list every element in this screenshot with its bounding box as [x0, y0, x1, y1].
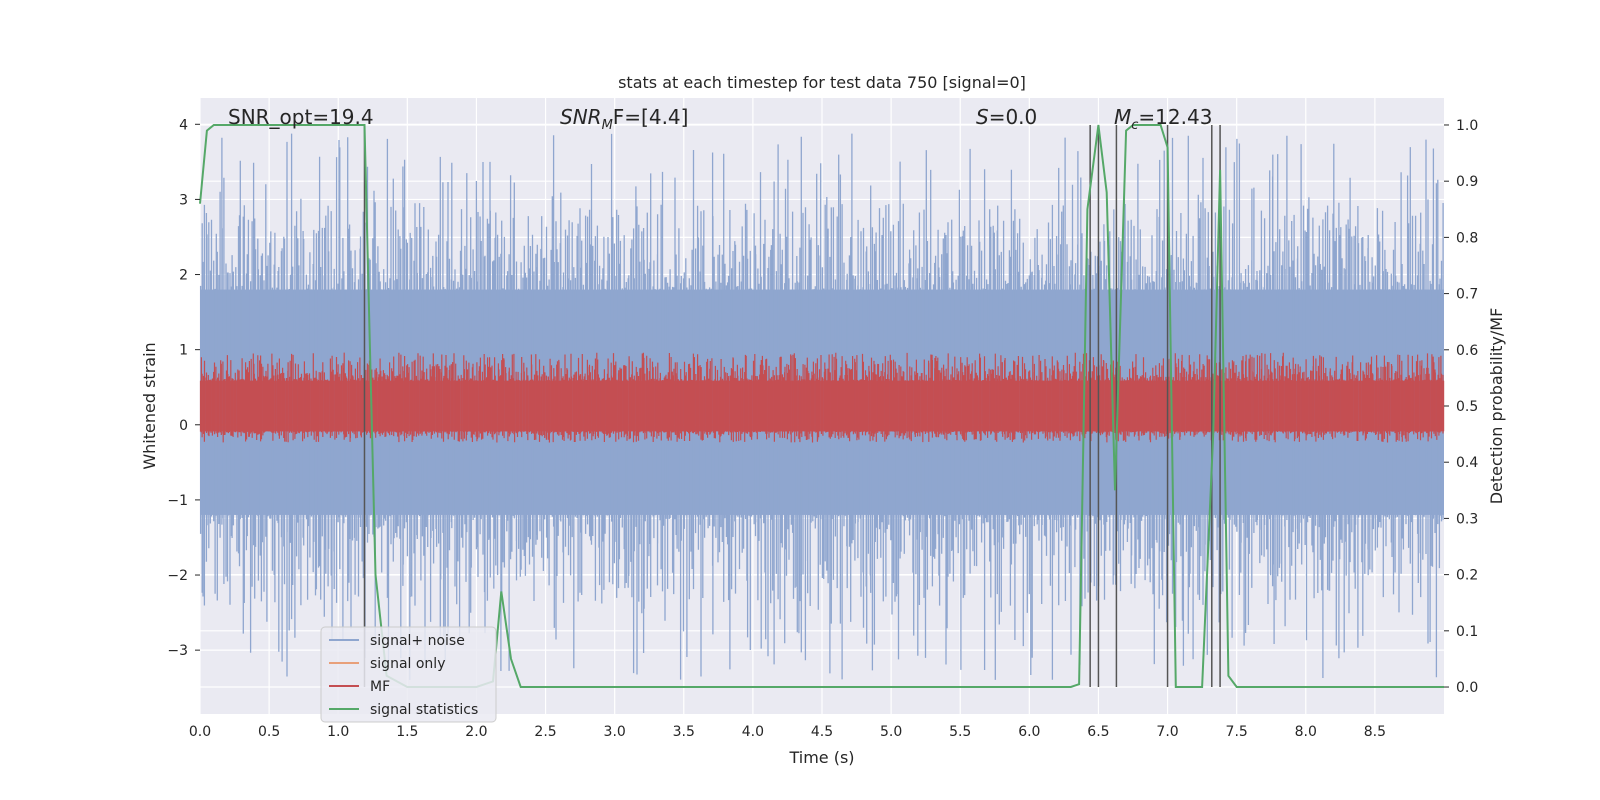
x-tick-7: 3.5 [673, 724, 695, 740]
annotation-mc-base: M [1114, 105, 1131, 129]
x-tick-8: 4.0 [742, 724, 764, 740]
y-left-tick-0: −3 [167, 643, 188, 659]
annotation-s-base: S [976, 105, 989, 129]
y-right-tick-6: 0.6 [1456, 343, 1478, 359]
y-left-tick-7: 4 [179, 117, 188, 133]
legend-label-signal-noise: signal+ noise [370, 633, 465, 649]
legend-label-signal-only: signal only [370, 656, 445, 672]
x-tick-12: 6.0 [1018, 724, 1040, 740]
y-right-tick-10: 1.0 [1456, 118, 1478, 134]
x-tick-14: 7.0 [1156, 724, 1178, 740]
x-tick-4: 2.0 [465, 724, 487, 740]
x-tick-2: 1.0 [327, 724, 349, 740]
y-right-tick-8: 0.8 [1456, 230, 1478, 246]
y-left-tick-6: 3 [179, 192, 188, 208]
mf-line [199, 352, 1445, 443]
y-right-tick-labels: 0.0 0.1 0.2 0.3 0.4 0.5 0.6 0.7 0.8 0.9 1.0 [1444, 118, 1478, 696]
legend-box [320, 626, 497, 723]
x-axis-label: Time (s) [788, 748, 854, 767]
y-left-tick-1: −2 [167, 568, 188, 584]
annotation-snr-mf: SNRMF=[4.4] [560, 105, 688, 133]
signal-statistics-line [199, 124, 1444, 688]
x-tick-1: 0.5 [258, 724, 280, 740]
series-signal-statistics-lines [199, 124, 1444, 688]
annotation-s-rest: =0.0 [989, 105, 1038, 129]
vertical-markers [363, 124, 1221, 688]
annotation-mc-sub: c [1131, 118, 1138, 133]
y-right-tick-7: 0.7 [1456, 287, 1478, 303]
x-tick-6: 3.0 [604, 724, 626, 740]
annotation-snr-mf-rest: F=[4.4] [613, 105, 689, 129]
chart-title: stats at each timestep for test data 750… [618, 73, 1026, 92]
annotation-s: S=0.0 [976, 105, 1037, 129]
series-mf-lines [199, 352, 1445, 443]
x-tick-3: 1.5 [396, 724, 418, 740]
y-left-tick-labels: −3 −2 −1 0 1 2 3 4 [167, 117, 200, 659]
y-left-tick-5: 2 [179, 268, 188, 284]
y-right-tick-5: 0.5 [1456, 399, 1478, 415]
annotation-mc-rest: =12.43 [1138, 105, 1212, 129]
legend-label-mf: MF [370, 679, 390, 695]
y-right-tick-4: 0.4 [1456, 455, 1478, 471]
x-tick-11: 5.5 [949, 724, 971, 740]
y-right-tick-2: 0.2 [1456, 568, 1478, 584]
x-tick-labels: 0.0 0.5 1.0 1.5 2.0 2.5 3.0 3.5 4.0 4.5 5.0 5.5 6.0 6… [189, 724, 1386, 740]
x-tick-13: 6.5 [1087, 724, 1109, 740]
y-left-tick-2: −1 [167, 493, 188, 509]
legend: signal+ noise signal only MF signal stat… [320, 626, 497, 723]
annotation-snr-opt: SNR_opt=19.4 [228, 105, 374, 129]
y-left-tick-3: 0 [179, 418, 188, 434]
y-right-tick-3: 0.3 [1456, 511, 1478, 527]
x-tick-15: 7.5 [1226, 724, 1248, 740]
y-right-tick-1: 0.1 [1456, 624, 1478, 640]
y-left-tick-4: 1 [179, 343, 188, 359]
x-tick-9: 4.5 [811, 724, 833, 740]
x-tick-5: 2.5 [534, 724, 556, 740]
annotation-mc: Mc=12.43 [1114, 105, 1212, 133]
x-tick-10: 5.0 [880, 724, 902, 740]
y-right-tick-9: 0.9 [1456, 174, 1478, 190]
x-tick-0: 0.0 [189, 724, 211, 740]
y-right-tick-0: 0.0 [1456, 680, 1478, 696]
x-tick-17: 8.5 [1364, 724, 1386, 740]
x-tick-16: 8.0 [1295, 724, 1317, 740]
y-axis-label-left: Whitened strain [140, 342, 159, 469]
y-axis-label-right: Detection probability/MF [1487, 308, 1506, 505]
legend-label-signal-statistics: signal statistics [370, 702, 478, 718]
annotation-snr-mf-sub: M [602, 118, 613, 133]
annotation-snr-mf-base: SNR [560, 105, 602, 129]
